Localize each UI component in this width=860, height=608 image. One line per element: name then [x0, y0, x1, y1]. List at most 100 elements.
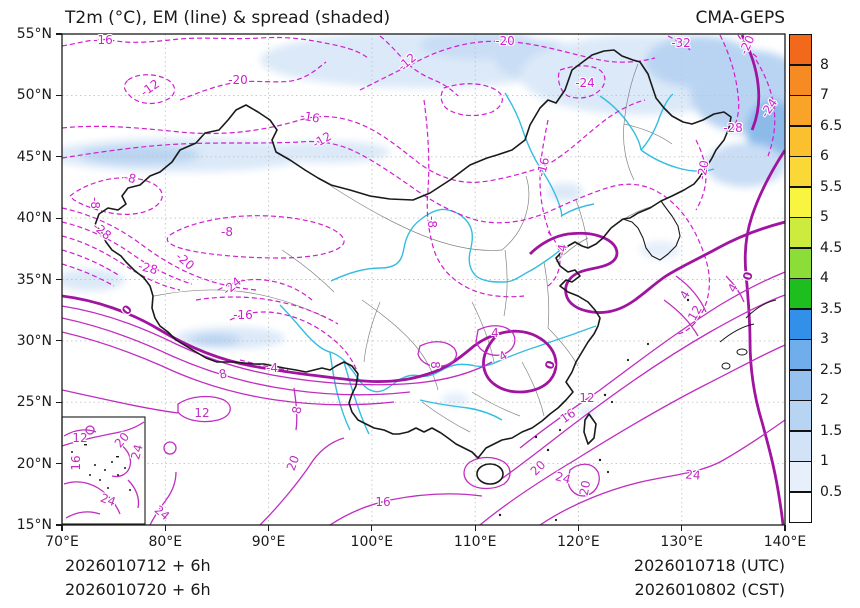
colorbar-segment — [789, 247, 812, 279]
lat-tick — [56, 33, 62, 35]
contour-label: -16 — [93, 33, 113, 47]
lat-tick-label: 35°N — [16, 271, 52, 288]
colorbar-tick-label: 2.5 — [820, 361, 843, 378]
colorbar-segment — [789, 278, 812, 310]
contour-label: 12 — [72, 431, 88, 445]
lat-tick-label: 30°N — [16, 332, 52, 349]
contour-label: -4 — [266, 361, 278, 375]
lon-tick-label: 100°E — [350, 534, 394, 550]
contour-label: 8 — [428, 361, 442, 369]
lat-tick-label: 20°N — [16, 455, 52, 472]
lat-tick — [56, 463, 62, 465]
colorbar-tick-label: 2 — [820, 392, 829, 408]
lon-tick-label: 130°E — [660, 534, 703, 550]
contours-positive-solid — [62, 271, 785, 525]
lat-tick-label: 55°N — [16, 26, 52, 42]
contours-negative-dashed — [62, 34, 776, 375]
contour-label: 12 — [194, 406, 210, 420]
contour-label: 24 — [128, 442, 146, 462]
colorbar-tick-label: 4.5 — [820, 239, 843, 256]
init-time-utc: 2026010712 + 6h — [65, 556, 211, 575]
colorbar-segment — [789, 400, 812, 432]
contour-label: 24 — [684, 467, 702, 483]
plot-frame — [61, 33, 786, 526]
colorbar-tick-label: 8 — [820, 56, 829, 73]
lon-tick — [267, 525, 270, 531]
lon-tick — [164, 525, 166, 531]
colorbar-tick-label: 3 — [820, 331, 829, 347]
chart-title: T2m (°C), EM (line) & spread (shaded) — [65, 8, 391, 28]
colorbar-segment — [789, 95, 812, 127]
contour-label: 12 — [579, 391, 595, 405]
contour-label: 16 — [69, 455, 83, 471]
colorbar-tick-label: 6.5 — [820, 117, 843, 134]
lon-tick-label: 90°E — [251, 534, 286, 550]
lon-tick — [61, 525, 63, 531]
colorbar-tick-label: 4 — [820, 270, 829, 286]
lon-tick-label: 80°E — [148, 534, 183, 550]
contour-label: -32 — [671, 36, 691, 50]
colorbar-segment — [789, 34, 812, 66]
colorbar-tick-label: 1.5 — [820, 422, 843, 439]
contour-label: 16 — [375, 495, 391, 509]
colorbar-segment — [789, 217, 812, 249]
contours-zero-thick — [62, 34, 785, 525]
lat-tick — [56, 94, 62, 96]
valid-time-utc: 2026010718 (UTC) — [633, 556, 785, 575]
colorbar-tick-label: 6 — [820, 148, 829, 164]
colorbar-segment — [789, 369, 812, 401]
colorbar-tick-label: 7 — [820, 87, 829, 103]
colorbar-tick-label: 5.5 — [820, 178, 843, 195]
contour-label: -16 — [299, 108, 321, 126]
contour-label: -8 — [88, 197, 102, 209]
colorbar-segment — [789, 156, 812, 188]
valid-time-cst: 2026010802 (CST) — [634, 580, 785, 599]
contour-label: -20 — [228, 73, 248, 87]
province-borders — [153, 63, 673, 433]
colorbar-tick-label: 3.5 — [820, 300, 843, 317]
lat-tick-label: 15°N — [16, 517, 52, 533]
contour-label: -8 — [425, 216, 439, 228]
lat-tick — [56, 156, 62, 158]
lat-tick — [56, 278, 62, 281]
lon-tick-label: 110°E — [453, 534, 497, 550]
lat-tick-label: 50°N — [16, 87, 52, 104]
lon-tick — [784, 525, 786, 531]
spread-colorbar — [789, 34, 812, 523]
colorbar-segment — [789, 461, 812, 493]
lon-tick — [681, 525, 683, 531]
lat-tick — [56, 524, 62, 526]
lon-tick — [474, 525, 476, 531]
lon-tick-label: 140°E — [763, 534, 807, 550]
contour-label: 4 — [491, 326, 499, 340]
colorbar-segment — [789, 64, 812, 96]
colorbar-segment — [789, 491, 812, 523]
contour-label: -20 — [495, 34, 515, 48]
contour-label: -24 — [575, 76, 595, 90]
lat-tick-label: 45°N — [16, 148, 52, 165]
lon-tick — [577, 525, 580, 531]
colorbar-segment — [789, 308, 812, 340]
lon-tick-label: 120°E — [557, 534, 600, 550]
lat-tick — [56, 217, 62, 219]
colorbar-segment — [789, 125, 812, 157]
contour-label: -20 — [694, 159, 712, 181]
colorbar-tick-label: 5 — [820, 209, 829, 225]
contour-label: 20 — [576, 479, 594, 497]
lat-tick — [56, 401, 62, 403]
colorbar-segment — [789, 430, 812, 462]
small-islands — [498, 298, 690, 522]
lat-tick — [56, 340, 62, 342]
lat-tick-label: 40°N — [16, 210, 52, 227]
contour-label: 24 — [553, 469, 573, 487]
contour-label: -8 — [221, 225, 233, 239]
model-name-label: CMA-GEPS — [695, 8, 785, 28]
colorbar-tick-label: 1 — [820, 453, 829, 469]
lat-tick-label: 25°N — [16, 394, 52, 411]
lon-tick — [371, 525, 373, 531]
colorbar-segment — [789, 339, 812, 371]
contour-label: -16 — [233, 308, 253, 322]
contour-label: -4 — [554, 242, 570, 258]
